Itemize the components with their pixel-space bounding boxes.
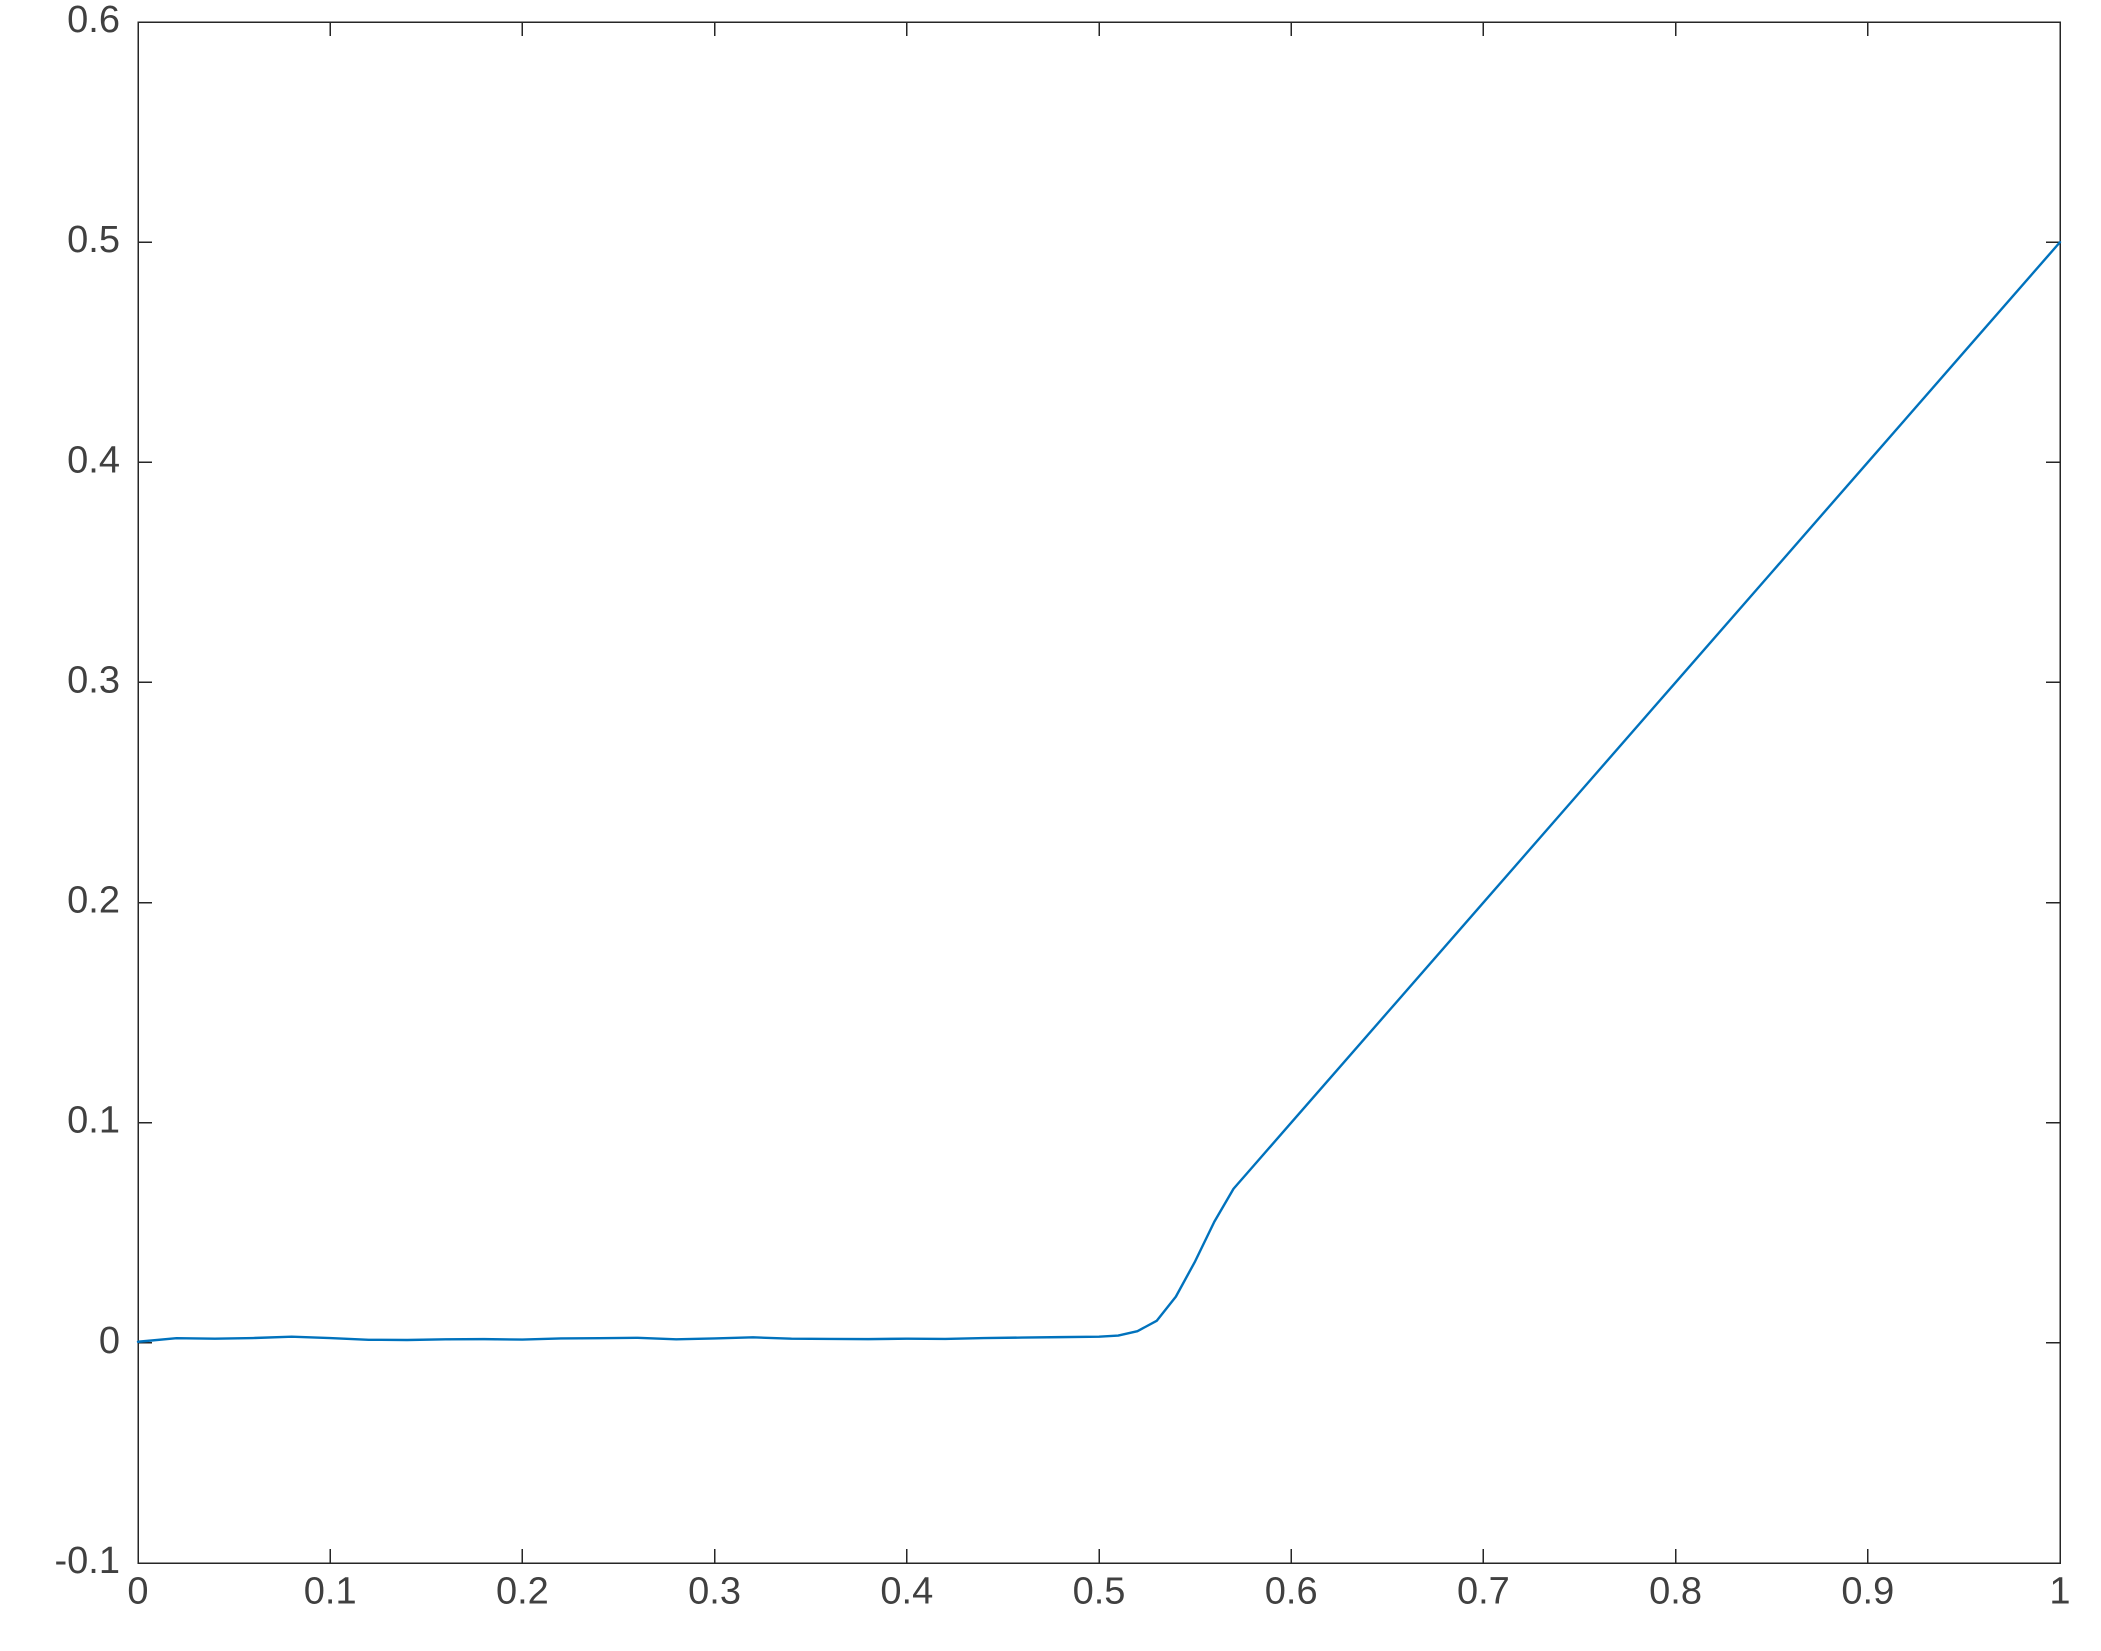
chart-svg: 00.10.20.30.40.50.60.70.80.91-0.100.10.2…: [0, 0, 2101, 1651]
x-tick-label: 0.6: [1265, 1570, 1318, 1612]
x-tick-label: 0.7: [1457, 1570, 1510, 1612]
x-tick-label: 0.4: [880, 1570, 933, 1612]
y-tick-label: -0.1: [55, 1540, 120, 1582]
y-tick-label: 0.3: [67, 659, 120, 701]
x-tick-label: 0: [127, 1570, 148, 1612]
y-tick-label: 0.4: [67, 439, 120, 481]
line-chart: 00.10.20.30.40.50.60.70.80.91-0.100.10.2…: [0, 0, 2101, 1651]
x-tick-label: 1: [2049, 1570, 2070, 1612]
y-tick-label: 0: [99, 1320, 120, 1362]
x-tick-label: 0.2: [496, 1570, 549, 1612]
x-tick-label: 0.3: [688, 1570, 741, 1612]
y-tick-label: 0.1: [67, 1100, 120, 1142]
x-tick-label: 0.5: [1073, 1570, 1126, 1612]
y-tick-label: 0.5: [67, 219, 120, 261]
x-tick-label: 0.1: [304, 1570, 357, 1612]
x-tick-label: 0.9: [1841, 1570, 1894, 1612]
y-tick-label: 0.6: [67, 0, 120, 41]
y-tick-label: 0.2: [67, 880, 120, 922]
x-tick-label: 0.8: [1649, 1570, 1702, 1612]
